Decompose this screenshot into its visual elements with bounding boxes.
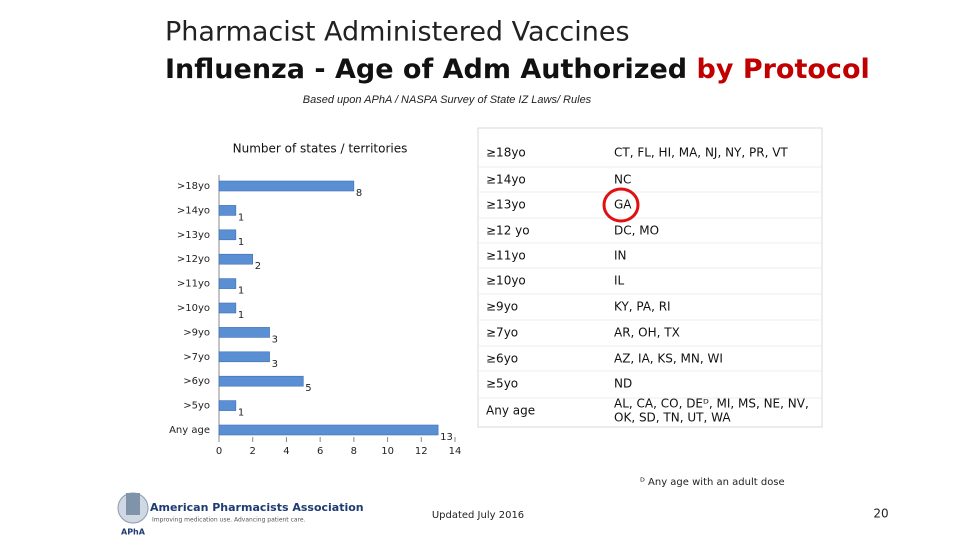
- x-tick-label: 4: [283, 446, 289, 457]
- y-tick-label: >5yo: [183, 401, 210, 412]
- states-cell: ND: [614, 377, 632, 391]
- x-tick-label: 10: [381, 446, 394, 457]
- states-cell: KY, PA, RI: [614, 300, 671, 314]
- logo-tagline: Improving medication use. Advancing pati…: [152, 517, 306, 524]
- slide-heading: Influenza - Age of Adm Authorized by Pro…: [165, 54, 870, 85]
- data-label: 5: [305, 383, 311, 394]
- updated-date: Updated July 2016: [432, 510, 524, 521]
- y-tick-label: >12yo: [177, 254, 210, 265]
- data-label: 1: [238, 212, 244, 223]
- table-border: [477, 127, 823, 428]
- data-label: 1: [238, 237, 244, 248]
- bar: [218, 375, 304, 387]
- bar: [218, 278, 237, 289]
- page-number: 20: [873, 507, 888, 521]
- y-tick-label: >11yo: [177, 279, 210, 290]
- footnote: ᴰ Any age with an adult dose: [640, 477, 785, 488]
- age-cell: ≥5yo: [486, 377, 518, 391]
- states-cell: CT, FL, HI, MA, NJ, NY, PR, VT: [614, 146, 788, 160]
- subtitle: Based upon APhA / NASPA Survey of State …: [303, 94, 592, 106]
- bar: [218, 253, 254, 265]
- logo: American Pharmacists Association Improvi…: [117, 492, 364, 537]
- data-label: 1: [238, 408, 244, 419]
- y-tick-label: >18yo: [177, 181, 210, 192]
- states-cell: NC: [614, 173, 631, 187]
- states-cell: DC, MO: [614, 224, 659, 238]
- x-tick-label: 2: [250, 446, 256, 457]
- y-tick-label: >6yo: [183, 376, 210, 387]
- x-tick-label: 8: [351, 446, 357, 457]
- data-label: 1: [238, 310, 244, 321]
- x-tick-label: 0: [216, 446, 222, 457]
- bar: [218, 424, 439, 436]
- age-cell: ≥14yo: [486, 173, 526, 187]
- highlight-circle: [602, 187, 640, 223]
- data-label: 2: [255, 261, 261, 272]
- age-cell: ≥11yo: [486, 249, 526, 263]
- bar: [218, 400, 237, 411]
- logo-abbr: APhA: [121, 528, 146, 537]
- bar: [218, 302, 237, 314]
- heading-main: Influenza - Age of Adm Authorized: [165, 54, 687, 85]
- slide-title: Pharmacist Administered Vaccines: [165, 17, 630, 48]
- states-cell: IL: [614, 274, 625, 288]
- y-tick-label: Any age: [169, 425, 210, 436]
- age-cell: Any age: [486, 404, 535, 418]
- data-label: 3: [272, 334, 278, 345]
- age-cell: ≥12 yo: [486, 224, 530, 238]
- age-cell: ≥6yo: [486, 352, 518, 366]
- data-label: 13: [440, 432, 453, 443]
- age-cell: ≥18yo: [486, 146, 526, 160]
- data-label: 8: [356, 188, 362, 199]
- y-tick-label: >9yo: [183, 327, 210, 338]
- bar: [218, 180, 355, 192]
- age-cell: ≥13yo: [486, 198, 526, 212]
- states-cell: GA: [614, 198, 632, 212]
- bar: [218, 229, 237, 241]
- bar: [218, 351, 270, 363]
- states-cell: AL, CA, CO, DEᴰ, MI, MS, NE, NV,: [614, 397, 809, 411]
- x-tick-label: 12: [415, 446, 428, 457]
- y-tick-label: >10yo: [177, 303, 210, 314]
- data-label: 1: [238, 286, 244, 297]
- x-tick-label: 6: [317, 446, 323, 457]
- chart-title: Number of states / territories: [233, 142, 408, 156]
- states-cell: IN: [614, 249, 627, 263]
- states-cell: OK, SD, TN, UT, WA: [614, 411, 731, 425]
- logo-name: American Pharmacists Association: [150, 501, 364, 514]
- y-tick-label: >14yo: [177, 205, 210, 216]
- bar: [218, 327, 270, 338]
- age-cell: ≥10yo: [486, 274, 526, 288]
- states-cell: AR, OH, TX: [614, 326, 680, 340]
- bar: [218, 205, 237, 216]
- x-tick-label: 14: [449, 446, 462, 457]
- y-tick-label: >13yo: [177, 230, 210, 241]
- y-tick-label: >7yo: [183, 352, 210, 363]
- age-cell: ≥9yo: [486, 300, 518, 314]
- table: ≥18yo CT, FL, HI, MA, NJ, NY, PR, VT ≥14yo…: [478, 146, 822, 425]
- heading-emphasis: by Protocol: [697, 54, 870, 85]
- states-cell: AZ, IA, KS, MN, WI: [614, 352, 723, 366]
- age-cell: ≥7yo: [486, 326, 518, 340]
- data-label: 3: [272, 359, 278, 370]
